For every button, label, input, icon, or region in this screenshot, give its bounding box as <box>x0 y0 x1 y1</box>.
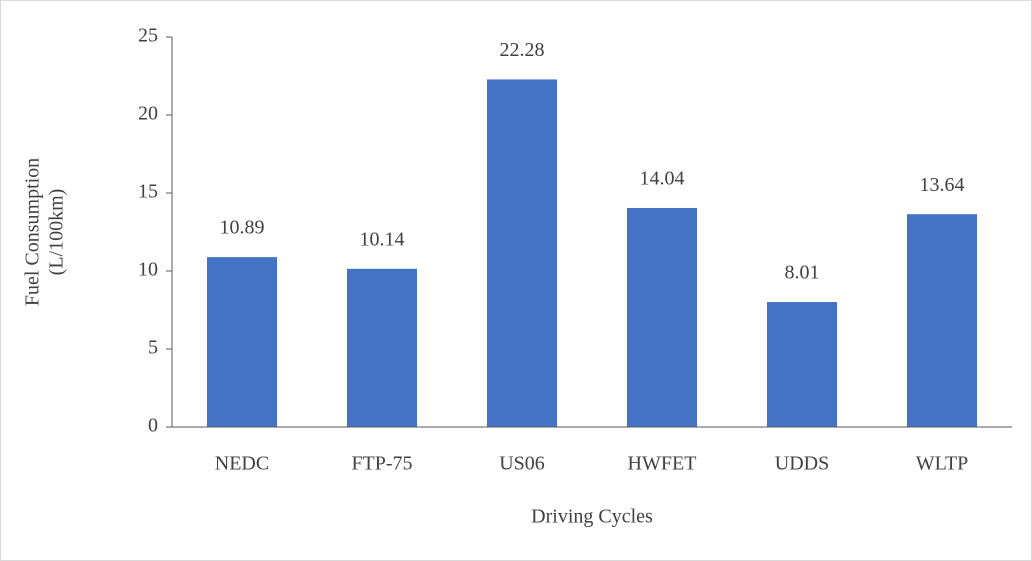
y-tick-label: 0 <box>148 415 158 437</box>
y-tick-label: 5 <box>148 337 158 359</box>
bar <box>347 268 417 427</box>
x-tick-label: UDDS <box>775 453 829 475</box>
data-label: 22.28 <box>500 39 545 61</box>
bar <box>487 79 557 427</box>
data-label: 10.14 <box>360 228 405 250</box>
x-tick-label: NEDC <box>215 453 269 475</box>
data-label: 13.64 <box>920 174 965 196</box>
y-tick-label: 15 <box>138 181 158 203</box>
bar <box>207 257 277 427</box>
data-label: 10.89 <box>220 217 265 239</box>
y-tick-label: 10 <box>138 259 158 281</box>
y-axis-label: Fuel Consumption <box>22 158 44 306</box>
bar <box>767 302 837 427</box>
x-tick-label: HWFET <box>628 453 697 475</box>
data-label: 14.04 <box>640 168 685 190</box>
y-tick-label: 25 <box>138 25 158 47</box>
data-label: 8.01 <box>785 262 820 284</box>
x-tick-label: FTP-75 <box>351 453 412 475</box>
bar <box>907 214 977 427</box>
y-tick-label: 20 <box>138 103 158 125</box>
y-axis-label: (L/100km) <box>46 189 68 276</box>
x-axis-label: Driving Cycles <box>531 506 653 528</box>
x-tick-label: WLTP <box>916 453 969 475</box>
bar <box>627 207 697 427</box>
x-tick-label: US06 <box>499 453 545 475</box>
